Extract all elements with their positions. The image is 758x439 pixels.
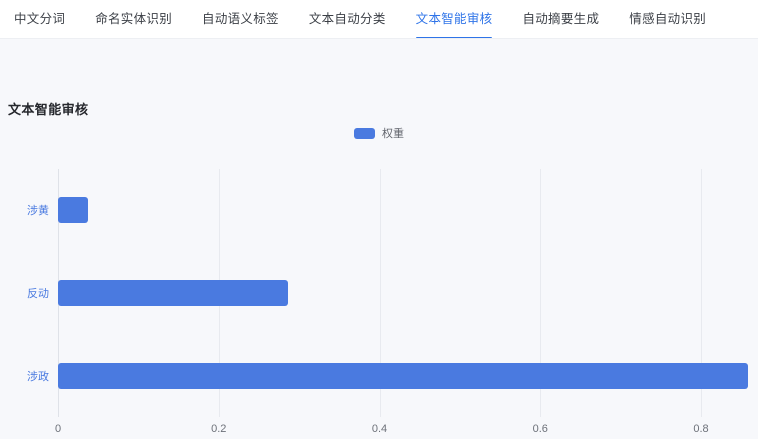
x-axis-tick-label: 0.6: [532, 423, 548, 435]
y-axis-label: 涉黄: [27, 205, 49, 218]
tab-item[interactable]: 自动语义标签: [202, 0, 279, 39]
tab-bar: 中文分词 命名实体识别 自动语义标签 文本自动分类 文本智能审核 自动摘要生成 …: [0, 0, 758, 39]
tab-label: 情感自动识别: [629, 12, 707, 26]
bar-反动[interactable]: [58, 280, 288, 306]
x-axis-tick-label: 0: [54, 423, 62, 435]
tab-label: 自动语义标签: [202, 12, 279, 26]
tab-label: 自动摘要生成: [522, 12, 600, 26]
gridline: [701, 169, 702, 417]
tab-item[interactable]: 情感自动识别: [629, 0, 706, 39]
tab-item[interactable]: 文本自动分类: [309, 0, 386, 39]
legend-label[interactable]: 权重: [382, 128, 404, 140]
legend-swatch-icon[interactable]: [354, 127, 375, 139]
gridline: [379, 169, 381, 417]
x-axis-tick-label: 0.4: [371, 423, 388, 435]
tab-item-active[interactable]: 文本智能审核: [415, 0, 493, 39]
tab-label: 文本自动分类: [308, 12, 386, 26]
tab-label: 文本智能审核: [415, 12, 493, 26]
tab-item[interactable]: 自动摘要生成: [522, 0, 599, 39]
plot-area: [58, 169, 748, 417]
y-axis-label: 涉政: [27, 370, 49, 383]
gridline: [540, 169, 542, 417]
horizontal-bar-chart: 0 0.2 0.4 0.6 0.8 涉黄反动涉政: [0, 149, 758, 439]
chart-legend: 权重: [0, 125, 758, 141]
tab-label: 命名实体识别: [95, 12, 173, 26]
tab-item[interactable]: 中文分词: [14, 0, 65, 39]
content-panel: 文本智能审核 权重 0 0.2 0.4 0.6 0.8 涉黄反动涉政: [0, 39, 758, 435]
bar-涉政[interactable]: [58, 362, 748, 389]
bar-涉黄[interactable]: [58, 197, 88, 224]
tab-label: 中文分词: [14, 12, 66, 26]
y-axis-label: 反动: [27, 288, 49, 300]
x-axis-tick-label: 0.2: [211, 423, 227, 435]
tab-item[interactable]: 命名实体识别: [95, 0, 172, 39]
page-title: 文本智能审核: [8, 102, 89, 117]
x-axis-tick-label: 0.8: [693, 423, 709, 435]
